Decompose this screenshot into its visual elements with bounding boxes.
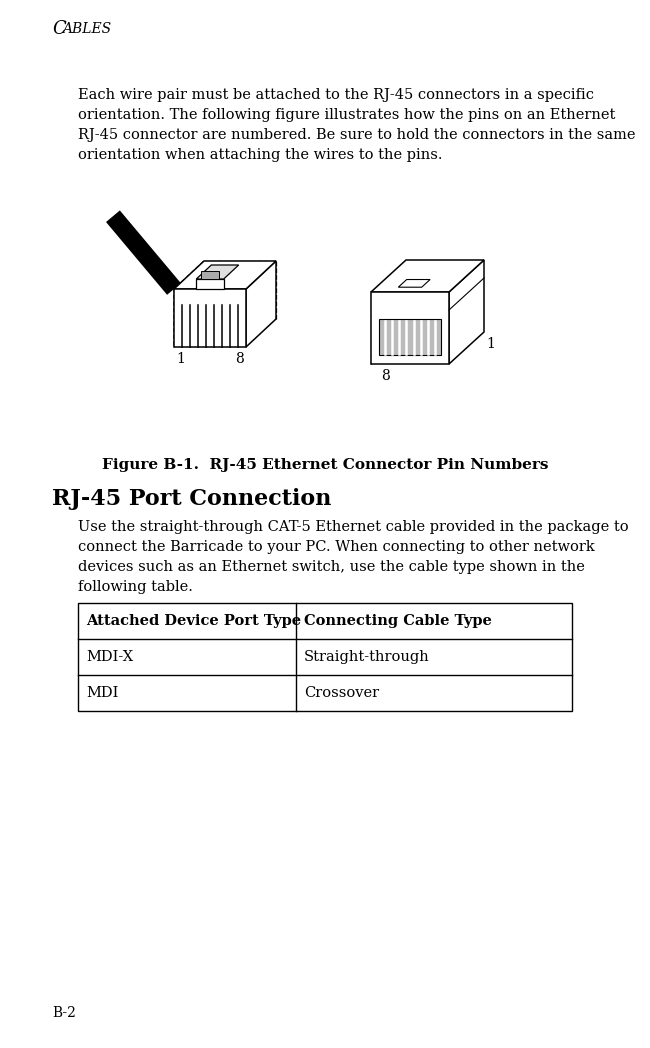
Text: B-2: B-2 <box>52 1006 76 1020</box>
Text: 8: 8 <box>381 369 389 383</box>
Text: RJ-45 Port Connection: RJ-45 Port Connection <box>52 488 332 510</box>
Text: MDI: MDI <box>86 686 118 700</box>
Polygon shape <box>371 260 484 292</box>
Text: 1: 1 <box>176 352 185 366</box>
Text: Straight-through: Straight-through <box>304 650 430 664</box>
Text: 8: 8 <box>235 352 244 366</box>
Text: C: C <box>52 20 66 38</box>
Text: Crossover: Crossover <box>304 686 379 700</box>
Text: Use the straight-through CAT-5 Ethernet cable provided in the package to
connect: Use the straight-through CAT-5 Ethernet … <box>78 520 629 594</box>
Bar <box>78 603 572 711</box>
Text: Connecting Cable Type: Connecting Cable Type <box>304 614 492 628</box>
Polygon shape <box>174 289 246 347</box>
Text: Figure B-1.  RJ-45 Ethernet Connector Pin Numbers: Figure B-1. RJ-45 Ethernet Connector Pin… <box>102 458 548 472</box>
Polygon shape <box>196 265 239 279</box>
Polygon shape <box>379 320 441 355</box>
Polygon shape <box>246 261 276 347</box>
Text: MDI-X: MDI-X <box>86 650 133 664</box>
Polygon shape <box>174 261 276 289</box>
Text: 1: 1 <box>486 337 495 351</box>
Polygon shape <box>449 260 484 364</box>
Polygon shape <box>371 292 449 364</box>
Polygon shape <box>398 280 430 287</box>
Text: ABLES: ABLES <box>62 22 111 36</box>
Text: Attached Device Port Type: Attached Device Port Type <box>86 614 301 628</box>
Text: Each wire pair must be attached to the RJ-45 connectors in a specific
orientatio: Each wire pair must be attached to the R… <box>78 88 636 162</box>
Polygon shape <box>201 270 219 279</box>
Polygon shape <box>196 279 224 289</box>
